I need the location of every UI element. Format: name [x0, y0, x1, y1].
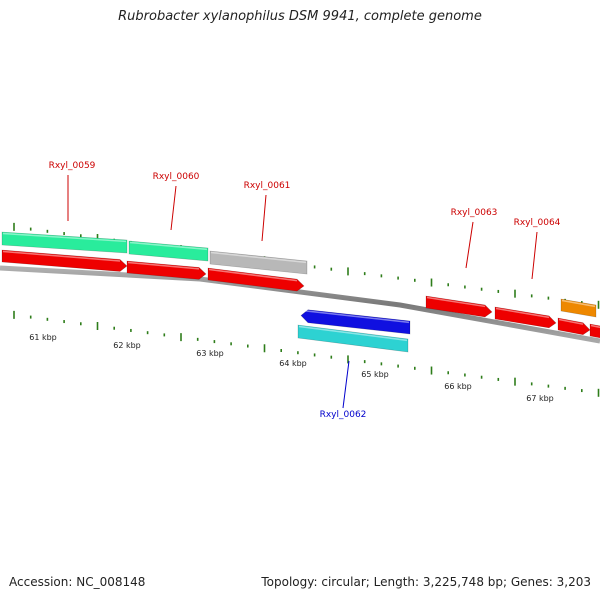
kbp-label: 67 kbp	[526, 394, 554, 403]
kbp-label: 66 kbp	[444, 382, 472, 391]
feature-red-3	[207, 267, 305, 292]
kbp-label: 62 kbp	[113, 341, 141, 350]
feature-red-5	[494, 306, 557, 329]
leader-line	[170, 185, 177, 231]
feature-cyan	[297, 324, 409, 353]
feature-orange	[560, 298, 597, 318]
feature-green-2	[128, 240, 209, 262]
feature-blue	[300, 309, 411, 335]
genome-backbone	[0, 265, 600, 344]
leader-line	[465, 221, 474, 269]
feature-green-1	[1, 231, 128, 254]
kbp-label: 63 kbp	[196, 349, 224, 358]
gene-features	[1, 231, 600, 353]
feature-red-2	[126, 260, 207, 280]
genome-title: Rubrobacter xylanophilus DSM 9941, compl…	[118, 9, 482, 24]
label-rxyl-0063[interactable]: Rxyl_0063	[451, 208, 498, 218]
accession-text: Accession: NC_008148	[9, 575, 146, 589]
feature-red-4	[425, 295, 493, 318]
feature-red-7	[589, 323, 600, 339]
genome-summary: Topology: circular; Length: 3,225,748 bp…	[261, 575, 591, 589]
feature-red-1	[1, 249, 128, 272]
leader-line	[531, 231, 538, 280]
label-rxyl-0061[interactable]: Rxyl_0061	[244, 181, 291, 191]
feature-gray	[209, 250, 308, 275]
gene-labels: Rxyl_0059 Rxyl_0060 Rxyl_0061 Rxyl_0062 Rxyl…	[49, 161, 561, 420]
feature-red-6	[557, 317, 591, 336]
label-rxyl-0064[interactable]: Rxyl_0064	[514, 218, 561, 228]
leader-line	[342, 360, 350, 409]
kbp-label: 65 kbp	[361, 370, 389, 379]
kbp-label: 61 kbp	[29, 333, 57, 342]
label-rxyl-0062[interactable]: Rxyl_0062	[320, 410, 367, 420]
kbp-label: 64 kbp	[279, 359, 307, 368]
leader-line	[261, 194, 267, 242]
label-rxyl-0060[interactable]: Rxyl_0060	[153, 172, 200, 182]
label-leaders	[67, 175, 538, 409]
label-rxyl-0059[interactable]: Rxyl_0059	[49, 161, 96, 171]
